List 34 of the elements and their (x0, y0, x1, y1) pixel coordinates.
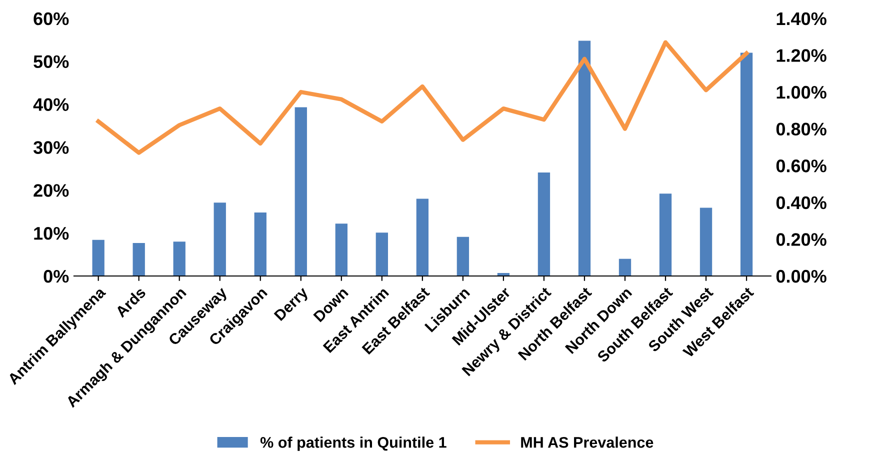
legend-label: % of patients in Quintile 1 (260, 436, 446, 451)
bar (659, 194, 672, 276)
bar (456, 236, 470, 276)
y-tick-label: 50% (34, 55, 69, 68)
bar (335, 224, 348, 276)
bar (416, 198, 429, 276)
legend-label: MH AS Prevalence (521, 436, 654, 448)
y2-tick-label: 1.40% (776, 12, 826, 26)
line-series (96, 40, 749, 155)
bar (740, 52, 753, 276)
bar (376, 232, 388, 276)
y2-tick-label: 0.80% (776, 122, 826, 136)
y2-tick-label: 0.40% (776, 196, 826, 210)
bar (132, 242, 145, 276)
bar (294, 107, 307, 276)
y2-tick-label: 0.00% (776, 270, 826, 283)
bar (92, 240, 104, 276)
y-tick-label: 40% (33, 98, 69, 111)
y2-tick-label: 1.00% (776, 86, 826, 99)
bar (254, 212, 266, 276)
bar (578, 40, 591, 276)
bar (214, 202, 226, 276)
y-tick-label: 20% (34, 184, 69, 197)
y-tick-label: 10% (34, 227, 69, 240)
y-tick-label: 30% (33, 141, 69, 154)
y-tick-label: 0% (44, 270, 69, 283)
bar (173, 242, 186, 276)
y2-tick-label: 0.60% (776, 160, 826, 172)
y2-tick-label: 0.20% (776, 233, 826, 246)
bar (618, 258, 632, 276)
bar (538, 172, 550, 276)
bar (700, 208, 712, 276)
y2-tick-label: 1.20% (776, 49, 826, 62)
y-tick-label: 60% (34, 12, 69, 26)
